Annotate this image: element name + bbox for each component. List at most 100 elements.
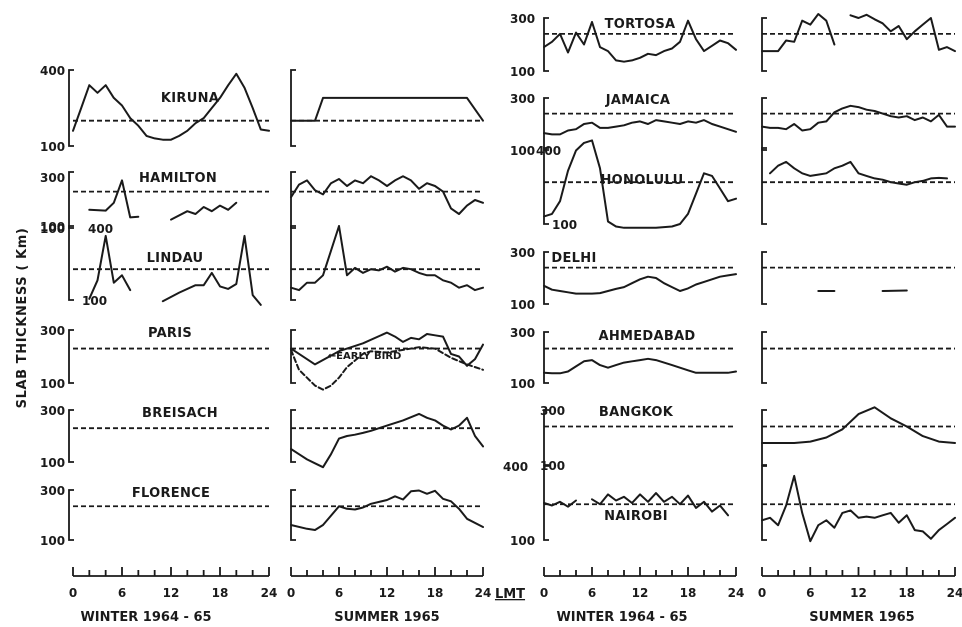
bangkok-winter-y-tick-0: 300 xyxy=(540,404,565,418)
breisach-winter-y-axis xyxy=(68,409,74,463)
lindau-summer-y-axis xyxy=(290,225,296,301)
kiruna-winter-panel: 400 100 KIRUNA xyxy=(40,64,270,154)
column-title-winter-right: WINTER 1964 - 65 xyxy=(556,610,687,625)
bangkok-winter-panel: 300 100 BANGKOK xyxy=(540,404,736,473)
x-axis-winter-left: 0 6 12 18 24 xyxy=(69,567,278,600)
lindau-winter-y-axis xyxy=(68,225,74,301)
hamilton-summer-y-axis xyxy=(290,171,296,229)
hamilton-winter-panel: 300 100 HAMILTON xyxy=(40,171,269,236)
paris-summer-curve xyxy=(290,331,484,367)
nairobi-summer-curve xyxy=(761,474,956,543)
paris-winter-panel: 300 100 PARIS xyxy=(40,324,269,391)
florence-winter-y-axis xyxy=(68,489,74,541)
breisach-summer-y-axis xyxy=(290,409,296,463)
delhi-summer-panel xyxy=(761,251,955,305)
honolulu-summer-curve xyxy=(769,160,948,186)
hamilton-winter-y-tick-1: 100 xyxy=(40,222,65,236)
tortosa-winter-curve xyxy=(543,19,737,63)
hamilton-summer-curve xyxy=(290,175,484,215)
lindau-station-label: LINDAU xyxy=(147,251,204,266)
honolulu-summer-panel xyxy=(761,147,955,225)
breisach-summer-panel xyxy=(290,409,484,469)
jamaica-summer-panel xyxy=(761,97,956,151)
tortosa-winter-y-tick-1: 100 xyxy=(510,65,535,79)
delhi-winter-y-tick-1: 100 xyxy=(510,298,535,312)
ahmedabad-station-label: AHMEDABAD xyxy=(598,329,695,344)
florence-winter-y-tick-1: 100 xyxy=(40,534,65,548)
paris-station-label: PARIS xyxy=(148,326,192,341)
paris-winter-y-axis xyxy=(68,329,74,384)
x-tick-label-summer-right-12: 12 xyxy=(850,586,867,600)
delhi-station-label: DELHI xyxy=(551,251,596,266)
tortosa-summer-y-axis xyxy=(761,17,767,72)
x-tick-label-winter-right-18: 18 xyxy=(680,586,697,600)
bangkok-summer-panel xyxy=(761,406,956,466)
kiruna-summer-curve xyxy=(290,96,484,122)
breisach-station-label: BREISACH xyxy=(142,406,218,421)
jamaica-summer-y-axis xyxy=(761,97,767,151)
lindau-winter-curve-segment-1 xyxy=(161,234,262,306)
kiruna-summer-y-axis xyxy=(290,69,296,147)
nairobi-station-label: NAIROBI xyxy=(604,509,668,524)
honolulu-station-label: HONOLULU xyxy=(600,173,683,188)
bangkok-winter-y-axis xyxy=(543,409,549,466)
tortosa-summer-curve-segment-0 xyxy=(761,13,836,53)
x-tick-label-winter-left-0: 0 xyxy=(69,586,77,600)
breisach-winter-y-tick-1: 100 xyxy=(40,456,65,470)
honolulu-winter-y-tick-1: 100 xyxy=(552,218,577,232)
nairobi-summer-panel xyxy=(761,465,956,543)
lindau-summer-curve xyxy=(290,225,484,292)
tortosa-winter-y-axis xyxy=(543,17,549,72)
delhi-summer-y-axis xyxy=(761,251,767,305)
jamaica-station-label: JAMAICA xyxy=(605,93,670,108)
florence-summer-y-axis xyxy=(290,489,296,541)
x-tick-label-winter-left-6: 6 xyxy=(118,586,126,600)
y-axis-label: SLAB THICKNESS ( Km) xyxy=(15,228,30,409)
x-tick-label-winter-left-24: 24 xyxy=(261,586,278,600)
kiruna-summer-panel xyxy=(290,69,484,147)
jamaica-winter-curve xyxy=(543,119,737,136)
kiruna-winter-y-tick-1: 100 xyxy=(40,140,65,154)
ahmedabad-winter-y-axis xyxy=(543,331,549,384)
x-tick-label-summer-right-18: 18 xyxy=(898,586,915,600)
nairobi-winter-y-tick-1: 100 xyxy=(510,534,535,548)
paris-summer-early-bird-curve xyxy=(290,346,484,391)
nairobi-winter-curve-segment-0 xyxy=(543,499,577,508)
jamaica-summer-curve xyxy=(761,104,956,132)
breisach-summer-curve xyxy=(290,412,484,469)
x-tick-label-summer-left-0: 0 xyxy=(287,586,295,600)
column-title-summer-left: SUMMER 1965 xyxy=(334,610,439,625)
paris-summer-y-axis xyxy=(290,329,296,384)
x-tick-label-summer-left-12: 12 xyxy=(379,586,396,600)
column-title-winter-left: WINTER 1964 - 65 xyxy=(80,610,211,625)
jamaica-winter-y-axis xyxy=(543,97,549,151)
honolulu-winter-panel: 400 100 HONOLULU xyxy=(536,139,737,232)
delhi-winter-y-tick-0: 300 xyxy=(510,246,535,260)
florence-summer-panel xyxy=(290,489,484,541)
ahmedabad-summer-y-axis xyxy=(761,331,767,384)
tortosa-winter-panel: 300 100 TORTOSA xyxy=(510,12,737,79)
x-tick-label-winter-right-24: 24 xyxy=(728,586,745,600)
jamaica-winter-panel: 300 100 JAMAICA xyxy=(510,92,737,158)
honolulu-winter-y-axis xyxy=(543,147,549,225)
bangkok-station-label: BANGKOK xyxy=(599,405,674,420)
x-axis-summer-right: 0 6 12 18 24 xyxy=(758,567,962,600)
honolulu-winter-curve xyxy=(543,139,737,229)
ahmedabad-summer-panel xyxy=(761,331,955,384)
x-tick-label-winter-left-12: 12 xyxy=(163,586,180,600)
lindau-winter-curve-segment-0 xyxy=(88,234,132,300)
x-tick-label-winter-right-0: 0 xyxy=(540,586,548,600)
delhi-winter-y-axis xyxy=(543,251,549,305)
lindau-winter-y-tick-2: 100 xyxy=(40,220,65,234)
x-axis-winter-right: 0 6 12 18 24 xyxy=(540,567,745,600)
lindau-winter-y-tick-0: 100 xyxy=(82,294,107,308)
paris-winter-y-tick-0: 300 xyxy=(40,324,65,338)
hamilton-winter-y-axis xyxy=(68,171,74,229)
honolulu-summer-y-axis xyxy=(761,147,767,225)
hamilton-station-label: HAMILTON xyxy=(139,171,217,186)
breisach-winter-panel: 300 100 BREISACH xyxy=(40,404,269,470)
hamilton-winter-curve-segment-1 xyxy=(170,201,238,221)
kiruna-winter-y-tick-0: 400 xyxy=(40,64,65,78)
x-tick-label-winter-right-12: 12 xyxy=(632,586,649,600)
